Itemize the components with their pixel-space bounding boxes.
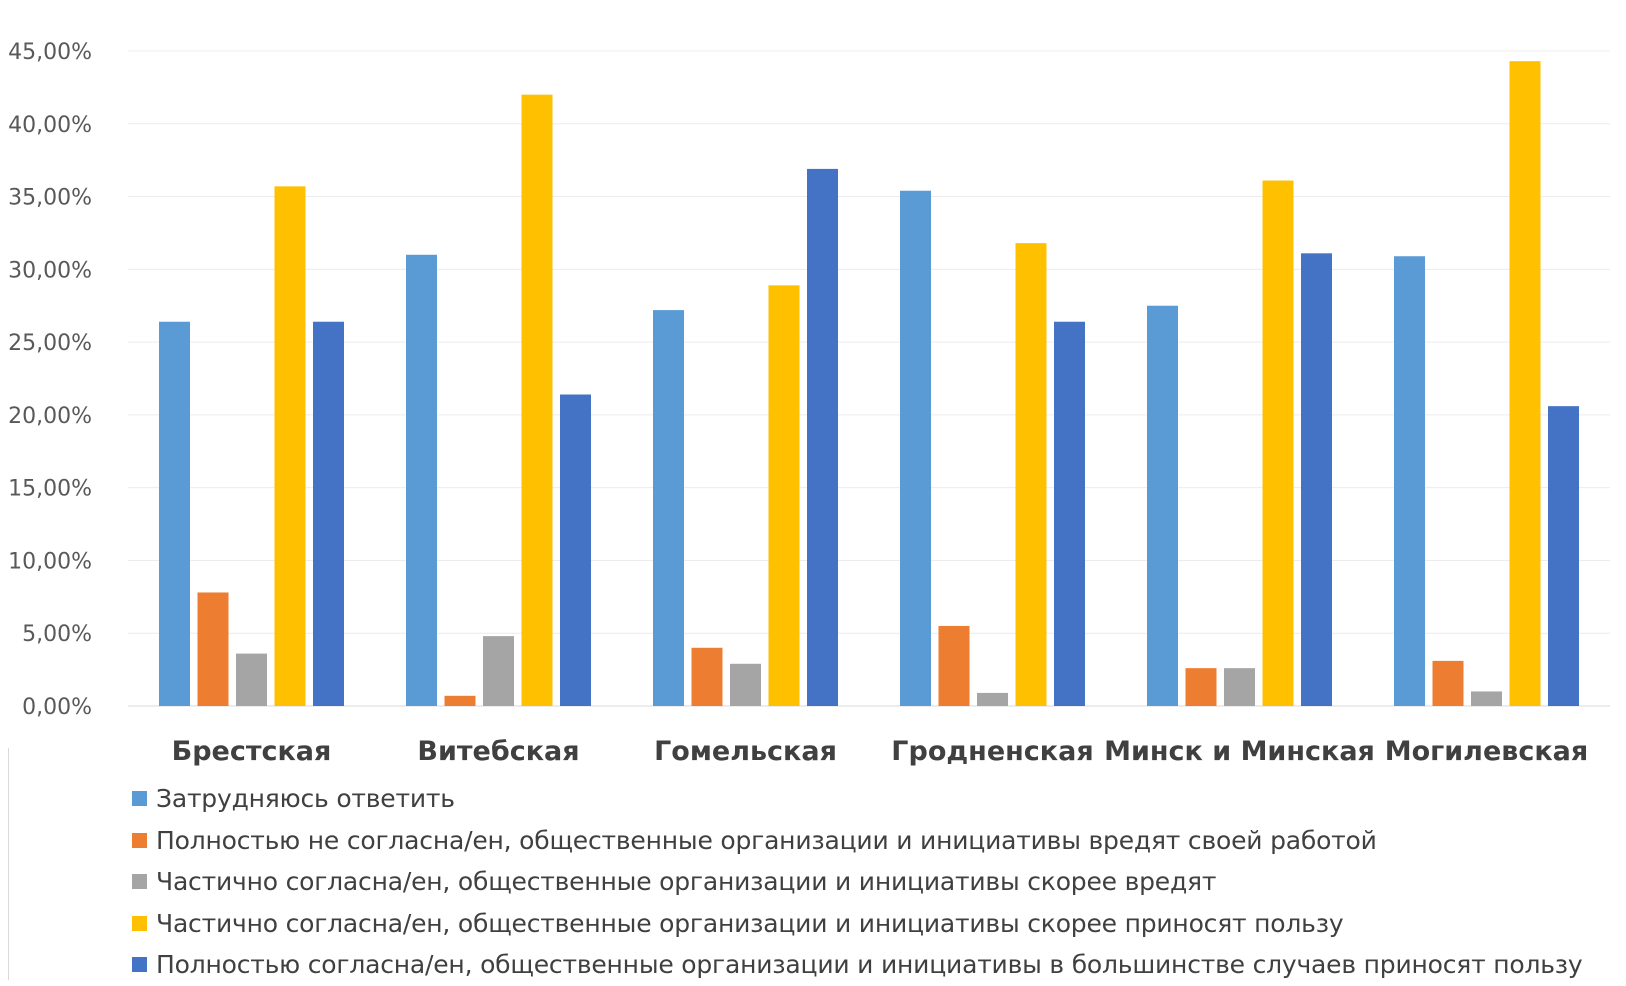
bar (768, 285, 800, 706)
bar (1224, 668, 1255, 706)
legend: Затрудняюсь ответить Полностью не согласн… (132, 778, 1583, 986)
y-tick-label: 45,00% (8, 40, 92, 65)
legend-item: Частично согласна/ен, общественные орган… (132, 861, 1582, 903)
legend-label: Полностью согласна/ен, общественные орга… (156, 950, 1583, 980)
legend-swatch (132, 874, 147, 890)
bar (938, 625, 970, 706)
y-tick-label: 5,00% (22, 622, 92, 647)
bar (159, 321, 190, 706)
bar (1548, 406, 1579, 706)
legend-label: Полностью не согласна/ен, общественные о… (156, 825, 1377, 855)
x-tick-label: Гродненская (891, 736, 1093, 767)
y-tick-label: 25,00% (8, 331, 92, 356)
legend-label: Затрудняюсь ответить (156, 784, 455, 814)
bar (1509, 61, 1541, 706)
bar (483, 636, 514, 706)
frame-border (8, 748, 9, 980)
x-tick-label: Витебская (417, 736, 579, 767)
legend-swatch (132, 915, 147, 931)
bar (444, 695, 476, 706)
bar (730, 663, 761, 706)
y-tick-label: 15,00% (8, 477, 92, 502)
legend-item: Полностью не согласна/ен, общественные о… (132, 820, 1582, 862)
legend-swatch (132, 957, 147, 973)
bar (1147, 305, 1178, 706)
bar (274, 186, 306, 706)
x-tick-label: Могилевская (1385, 736, 1589, 767)
legend-swatch (132, 791, 147, 807)
legend-item: Частично согласна/ен, общественные орган… (132, 903, 1582, 945)
x-tick-label: Гомельская (654, 736, 837, 767)
bar (521, 94, 553, 706)
y-tick-label: 30,00% (8, 258, 92, 283)
bar (197, 592, 229, 706)
bar (691, 647, 723, 706)
y-tick-label: 20,00% (8, 404, 92, 429)
legend-item: Затрудняюсь ответить (132, 778, 1582, 820)
bar (1432, 660, 1464, 706)
x-tick-label: Брестская (172, 736, 332, 767)
bar (1301, 253, 1332, 707)
legend-swatch (132, 832, 147, 848)
bar (807, 168, 838, 706)
bar (560, 394, 591, 706)
bar (406, 254, 437, 706)
x-tick-label: Минск и Минская (1104, 736, 1375, 767)
y-tick-label: 40,00% (8, 113, 92, 138)
legend-item: Полностью согласна/ен, общественные орга… (132, 944, 1583, 986)
bar (900, 190, 931, 706)
bar (236, 653, 267, 706)
y-tick-label: 10,00% (8, 549, 92, 574)
bar (1015, 243, 1047, 706)
bar (1185, 668, 1217, 706)
y-tick-label: 35,00% (8, 186, 92, 211)
legend-label: Частично согласна/ен, общественные орган… (156, 867, 1217, 897)
bar (977, 692, 1008, 706)
bar (653, 310, 684, 706)
bar (313, 321, 344, 706)
y-tick-label: 0,00% (22, 695, 92, 720)
bar (1262, 180, 1294, 707)
bar (1394, 256, 1425, 706)
bar (1054, 321, 1085, 706)
bar (1471, 691, 1502, 706)
legend-label: Частично согласна/ен, общественные орган… (156, 908, 1344, 938)
